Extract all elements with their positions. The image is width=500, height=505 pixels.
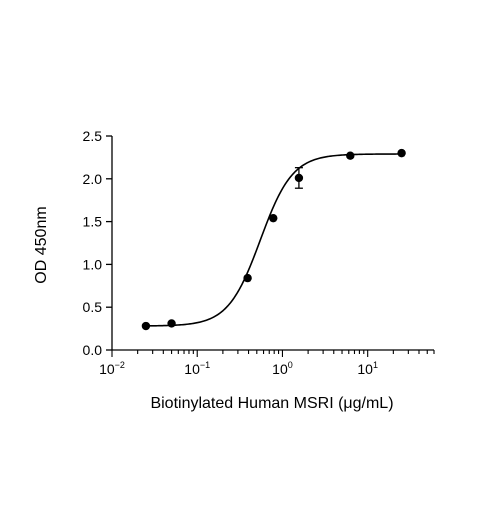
- x-ticks: 10−2 10−1 100 101: [99, 350, 435, 377]
- data-points: [141, 148, 406, 331]
- x-tick-label: 100: [272, 360, 293, 377]
- x-tick-label: 10−2: [99, 360, 125, 377]
- y-axis-title: OD 450nm: [33, 206, 50, 283]
- fit-curve: [145, 153, 402, 327]
- y-tick-label: 1.5: [83, 214, 103, 230]
- x-axis-title: Biotinylated Human MSRI (μg/mL): [150, 395, 393, 412]
- data-point: [269, 213, 278, 223]
- data-point: [294, 173, 304, 183]
- y-tick-label: 2.5: [83, 128, 103, 144]
- data-point: [397, 148, 406, 158]
- x-tick-label: 101: [357, 360, 378, 377]
- y-tick-label: 0.0: [83, 342, 103, 358]
- y-tick-label: 0.5: [83, 299, 103, 315]
- data-point: [167, 319, 176, 328]
- x-tick-label: 10−1: [184, 360, 210, 377]
- y-ticks: 0.0 0.5 1.0 1.5 2.0 2.5: [83, 128, 112, 358]
- y-tick-label: 2.0: [83, 171, 103, 187]
- y-tick-label: 1.0: [83, 256, 103, 272]
- axes: [111, 136, 434, 351]
- data-point: [141, 321, 151, 331]
- data-point: [243, 273, 252, 283]
- data-point: [346, 151, 355, 160]
